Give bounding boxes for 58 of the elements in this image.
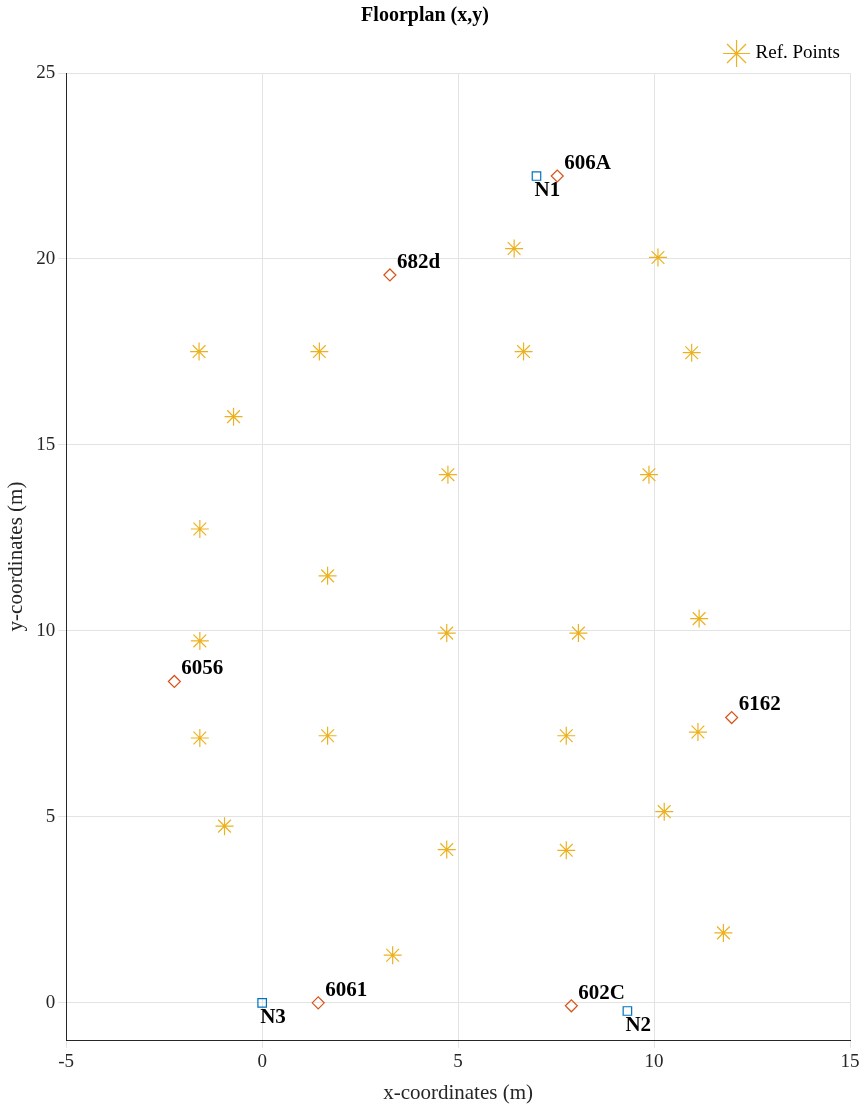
point <box>688 722 708 742</box>
y-tick-label: 25 <box>36 60 56 82</box>
point <box>437 839 457 860</box>
point <box>564 999 578 1013</box>
point <box>167 674 181 689</box>
point <box>309 341 329 362</box>
annotation: 682d <box>396 248 441 273</box>
point <box>648 247 668 268</box>
point <box>190 519 210 539</box>
point <box>568 623 589 643</box>
point <box>682 343 702 363</box>
point <box>639 465 659 485</box>
legend-label: Ref. Points <box>755 41 840 63</box>
point <box>383 268 397 282</box>
point <box>437 623 457 643</box>
point <box>438 465 458 485</box>
y-tick-label: 15 <box>36 432 56 454</box>
point <box>504 238 524 259</box>
point <box>725 710 739 725</box>
point <box>383 945 403 965</box>
point <box>214 816 235 836</box>
x-tick-label: 5 <box>453 1050 463 1072</box>
point <box>223 407 244 427</box>
point <box>556 726 576 746</box>
point <box>689 609 709 629</box>
y-axis-title: y-coordinates (m) <box>3 481 28 632</box>
annotation: 6162 <box>738 691 781 716</box>
point <box>513 341 534 362</box>
x-tick-label: 10 <box>644 1050 664 1072</box>
annotation: N2 <box>625 1011 652 1036</box>
annotation: 602C <box>578 979 626 1004</box>
point <box>190 728 210 748</box>
annotation: N1 <box>534 176 561 201</box>
point <box>531 171 542 181</box>
point <box>622 1006 633 1016</box>
annotation: 606A <box>564 149 612 174</box>
point <box>556 840 576 860</box>
point <box>189 341 209 362</box>
annotation: 6056 <box>181 655 224 680</box>
annotation: 6061 <box>325 976 368 1001</box>
y-tick-label: 0 <box>45 990 56 1012</box>
y-tick-label: 5 <box>45 804 56 826</box>
point <box>257 997 267 1008</box>
chart-title: Floorplan (x,y) <box>361 3 489 27</box>
x-tick-label: 0 <box>257 1050 267 1072</box>
point <box>550 169 564 183</box>
point <box>318 566 338 586</box>
x-tick-label: -5 <box>58 1050 75 1072</box>
point <box>713 923 734 943</box>
y-tick-label: 20 <box>36 246 56 268</box>
x-axis-title: x-coordinates (m) <box>383 1079 534 1104</box>
point <box>654 802 674 822</box>
y-tick-label: 10 <box>36 618 56 640</box>
point <box>190 631 210 651</box>
point <box>318 726 338 746</box>
x-tick-label: 15 <box>840 1050 860 1072</box>
point <box>311 996 325 1010</box>
annotation: N3 <box>260 1003 286 1028</box>
